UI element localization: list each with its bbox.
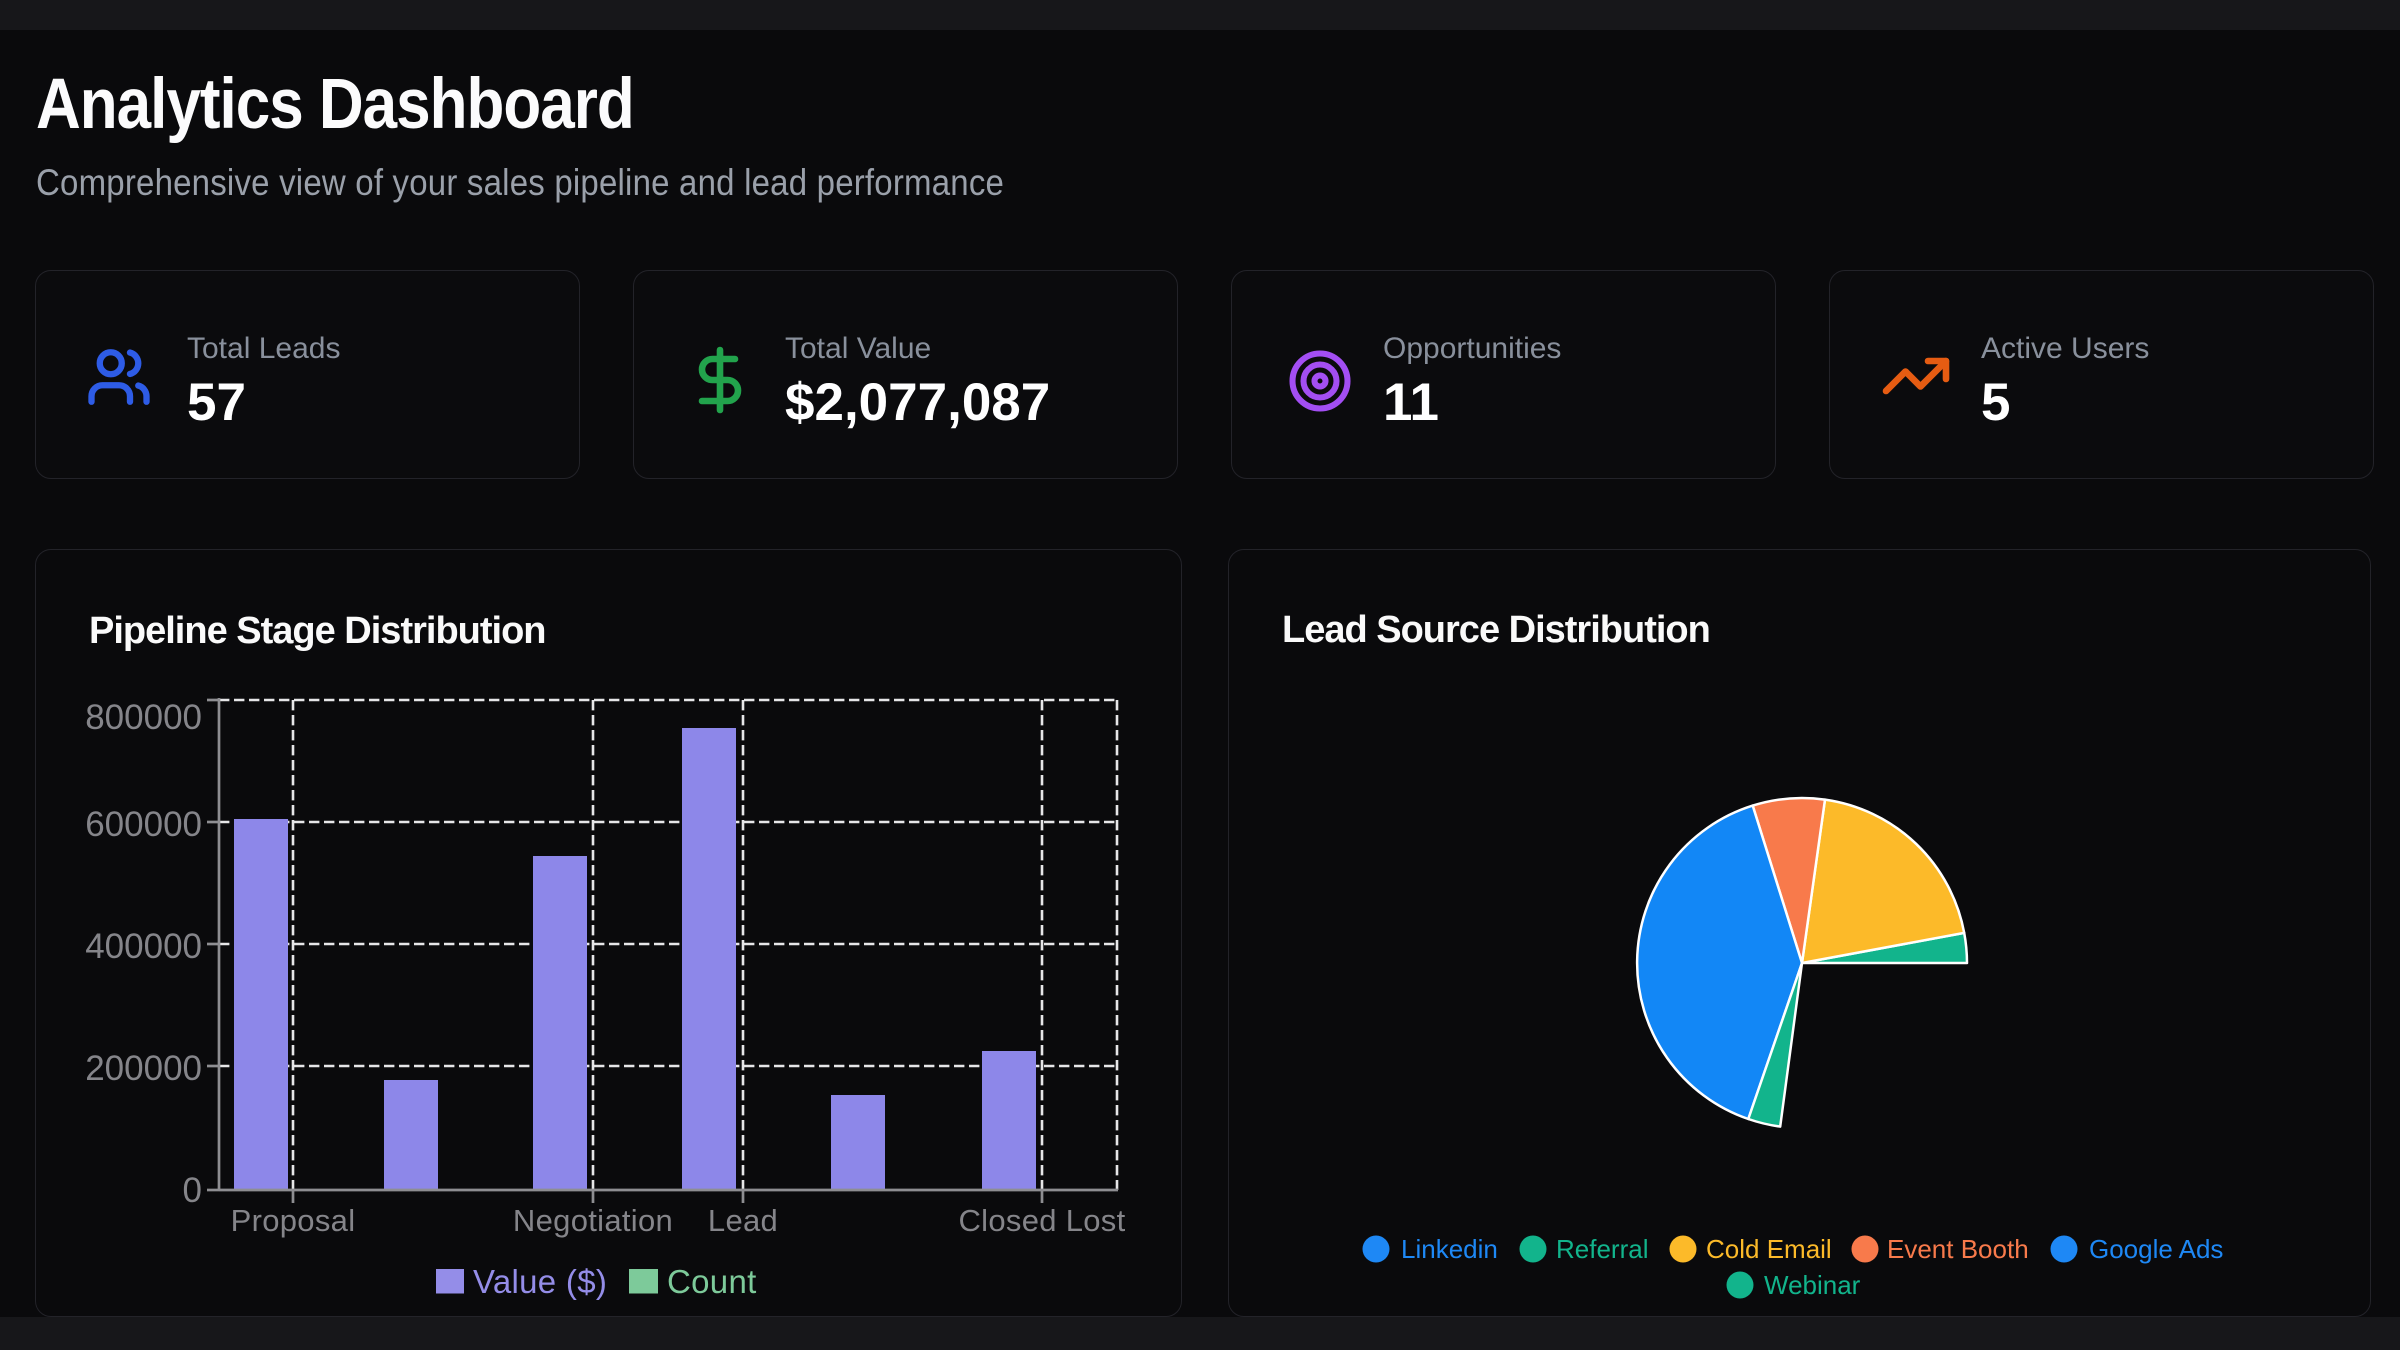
svg-text:Webinar: Webinar: [1764, 1270, 1861, 1300]
svg-text:Referral: Referral: [1556, 1234, 1648, 1264]
svg-text:0: 0: [183, 1171, 202, 1210]
svg-text:200000: 200000: [85, 1049, 202, 1088]
svg-text:Event Booth: Event Booth: [1887, 1234, 2029, 1264]
svg-text:400000: 400000: [85, 927, 202, 966]
svg-text:Cold Email: Cold Email: [1706, 1234, 1832, 1264]
svg-text:Value ($): Value ($): [473, 1263, 607, 1300]
svg-text:Google Ads: Google Ads: [2089, 1234, 2223, 1264]
svg-text:Linkedin: Linkedin: [1401, 1234, 1498, 1264]
svg-text:Negotiation: Negotiation: [513, 1203, 673, 1238]
svg-text:Count: Count: [667, 1263, 757, 1300]
svg-text:Proposal: Proposal: [231, 1203, 356, 1238]
svg-text:800000: 800000: [85, 698, 202, 737]
svg-text:Lead: Lead: [708, 1203, 778, 1238]
svg-text:600000: 600000: [85, 805, 202, 844]
svg-text:Closed Lost: Closed Lost: [958, 1203, 1125, 1238]
